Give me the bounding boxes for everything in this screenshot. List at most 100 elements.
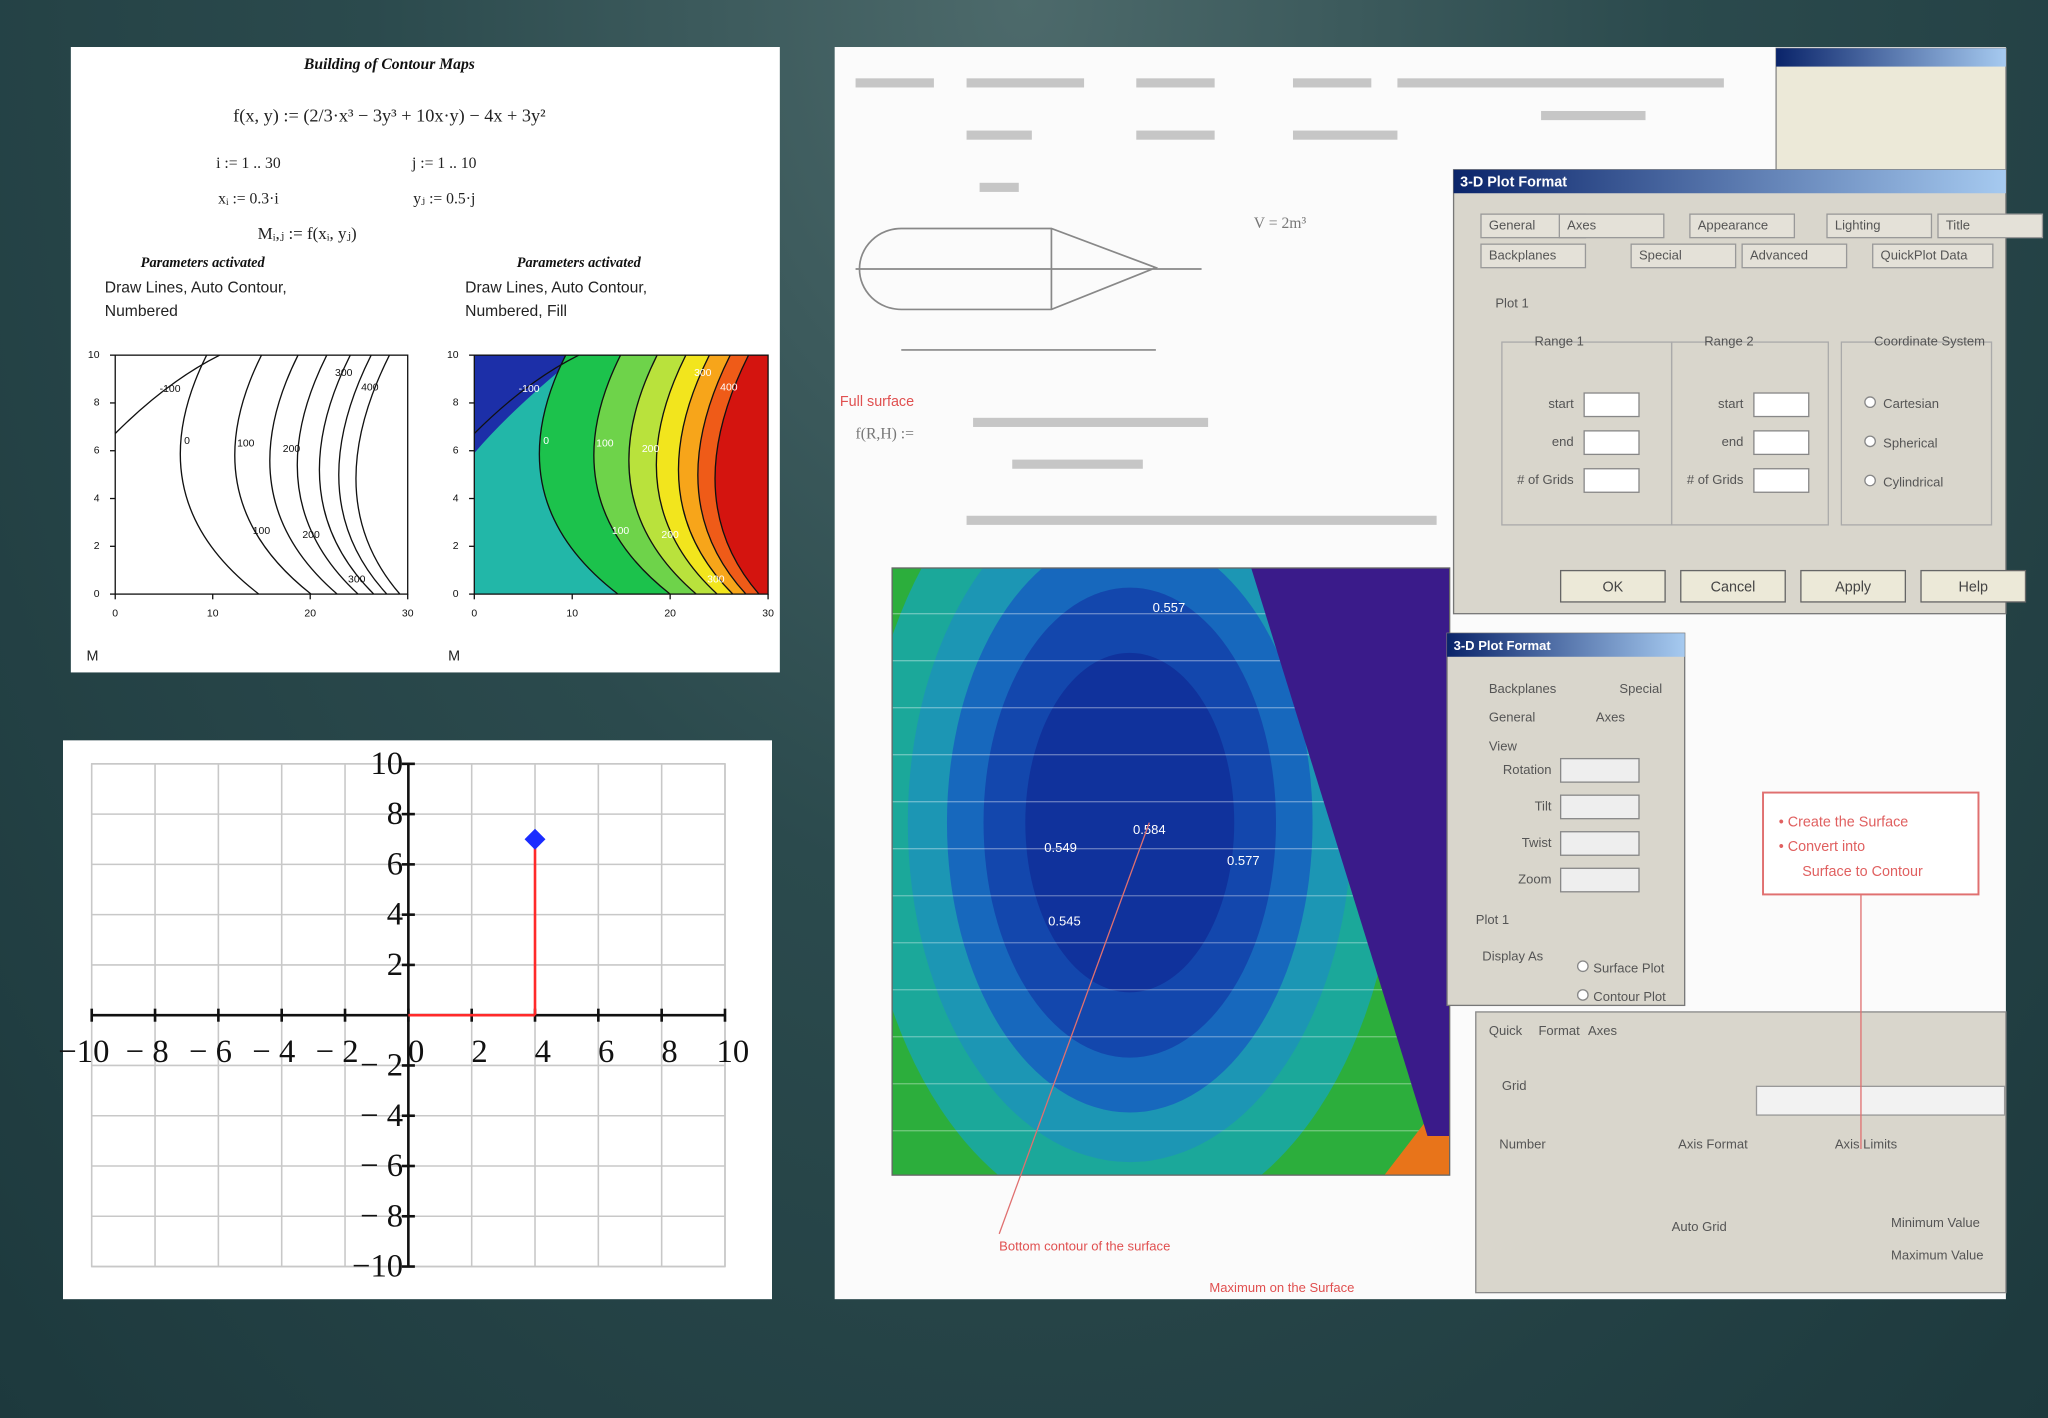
y-tick-label: − 8: [360, 1198, 403, 1234]
contour-label: -100: [519, 384, 540, 395]
dialog-tab[interactable]: [1872, 243, 1994, 269]
field-input[interactable]: [1753, 468, 1810, 493]
dialog-tab[interactable]: [1826, 213, 1933, 239]
field-input[interactable]: [1559, 757, 1640, 783]
tab-label: Axes: [1567, 217, 1596, 232]
definition: j := 1 .. 10: [411, 155, 477, 172]
plot-settings: Numbered: [105, 303, 178, 320]
dialog-tab[interactable]: [1480, 243, 1587, 269]
field-input[interactable]: [1753, 430, 1810, 456]
contour-label: 0.584: [1133, 822, 1166, 837]
contour-label: 100: [237, 439, 255, 450]
tab-label: Axes: [1588, 1023, 1617, 1038]
x-tick-label: 6: [598, 1034, 614, 1070]
field-input[interactable]: [1583, 392, 1640, 418]
contour-line: [677, 355, 734, 595]
plot-area: [474, 355, 769, 595]
contour-label: 0.545: [1048, 913, 1081, 928]
contour-line: [269, 355, 338, 595]
y-tick-label: 2: [453, 541, 459, 552]
field-label: Zoom: [1518, 872, 1551, 887]
field-input[interactable]: [1755, 1085, 2006, 1116]
tab-label: Appearance: [1698, 217, 1768, 232]
x-tick-label: − 4: [252, 1034, 295, 1070]
worksheet-text: [855, 78, 934, 88]
contour-label: 300: [348, 575, 366, 586]
field-input[interactable]: [1583, 430, 1640, 456]
field-label: end: [1552, 434, 1574, 449]
y-tick-label: − 6: [360, 1148, 403, 1184]
y-tick-label: − 4: [360, 1098, 403, 1134]
group-label: Display As: [1482, 949, 1543, 964]
radio-button[interactable]: [1576, 960, 1589, 973]
y-tick-label: 2: [94, 541, 100, 552]
dialog-title: 3-D Plot Format: [1460, 175, 1567, 191]
group-label: Range 2: [1704, 334, 1753, 349]
annotation-leader: [998, 822, 1150, 1235]
field-label: end: [1722, 434, 1744, 449]
tab-label: Backplanes: [1489, 681, 1557, 696]
worksheet-text: [966, 130, 1032, 140]
field-label: start: [1718, 396, 1744, 411]
field-input[interactable]: [1583, 468, 1640, 493]
group-label: Range 1: [1535, 334, 1584, 349]
dialog-button[interactable]: [1680, 569, 1786, 603]
field-input[interactable]: [1559, 867, 1640, 893]
y-tick-label: 4: [94, 493, 100, 504]
x-tick-label: − 2: [316, 1034, 359, 1070]
tab-label: Special: [1619, 681, 1662, 696]
group-label: Coordinate System: [1874, 334, 1985, 349]
x-tick-label: 30: [402, 608, 414, 619]
dialog-window: [1475, 1011, 2007, 1294]
purple-region: [1251, 567, 1450, 1136]
dialog-button[interactable]: [1559, 569, 1666, 603]
fill-band: [715, 355, 769, 595]
contour-label: 300: [707, 575, 725, 586]
contour-line: [179, 355, 260, 595]
x-tick-label: 0: [112, 608, 118, 619]
contour-label: 200: [283, 444, 301, 455]
worksheet-text: [1292, 130, 1398, 140]
formula-label: V = 2m³: [1254, 215, 1307, 232]
contour-label: 0: [184, 436, 190, 447]
dialog-tab[interactable]: [1558, 213, 1665, 239]
x-tick-label: 4: [535, 1034, 551, 1070]
definition: Mᵢ,ⱼ := f(xᵢ, yⱼ): [258, 224, 357, 243]
worksheet-text: [966, 78, 1085, 88]
plot-settings: Numbered, Fill: [465, 303, 567, 320]
x-tick-label: 10: [566, 608, 578, 619]
button-label: Cancel: [1711, 579, 1756, 595]
field-input[interactable]: [1559, 794, 1640, 820]
x-tick-label: 0: [471, 608, 477, 619]
definition: yⱼ := 0.5·j: [413, 190, 475, 207]
dialog-button[interactable]: [1920, 569, 2027, 603]
dialog-label: Axis Limits: [1835, 1137, 1898, 1152]
field-input[interactable]: [1559, 831, 1640, 856]
dialog-tab[interactable]: [1937, 213, 2044, 239]
worksheet-text: [1541, 110, 1646, 121]
worksheet-text: [973, 417, 1209, 427]
contour-label: 400: [361, 383, 379, 394]
xy-plot-panel: −10− 8− 6− 4− 2 0 2 4 6 8 10−10− 8− 6− 4− 2246…: [58, 740, 772, 1300]
dialog-tab[interactable]: [1741, 243, 1848, 269]
plot-frame: [114, 354, 409, 595]
y-tick-label: 8: [387, 796, 403, 832]
x-tick-label: 20: [304, 608, 316, 619]
mathcad-screen: V = 2m³ f(R,H) := Full surface 0.557 0.584 0.…: [834, 47, 2044, 1300]
note-text: • Convert into: [1779, 839, 1865, 855]
annotation: Full surface: [840, 394, 914, 410]
dialog-tab[interactable]: [1630, 243, 1737, 269]
option-label: Cartesian: [1883, 396, 1939, 411]
radio-button[interactable]: [1864, 396, 1876, 409]
contour-line: [318, 355, 375, 595]
radio-button[interactable]: [1864, 435, 1876, 448]
fill-band: [474, 355, 579, 454]
y-tick-label: 10: [371, 746, 404, 782]
dialog-tab[interactable]: [1689, 213, 1796, 239]
dialog-button[interactable]: [1800, 569, 1907, 603]
annotation: Maximum on the Surface: [1209, 1280, 1354, 1295]
radio-button[interactable]: [1576, 989, 1589, 1001]
definition: xᵢ := 0.3·i: [218, 190, 279, 207]
radio-button[interactable]: [1864, 474, 1876, 487]
field-input[interactable]: [1753, 392, 1810, 418]
